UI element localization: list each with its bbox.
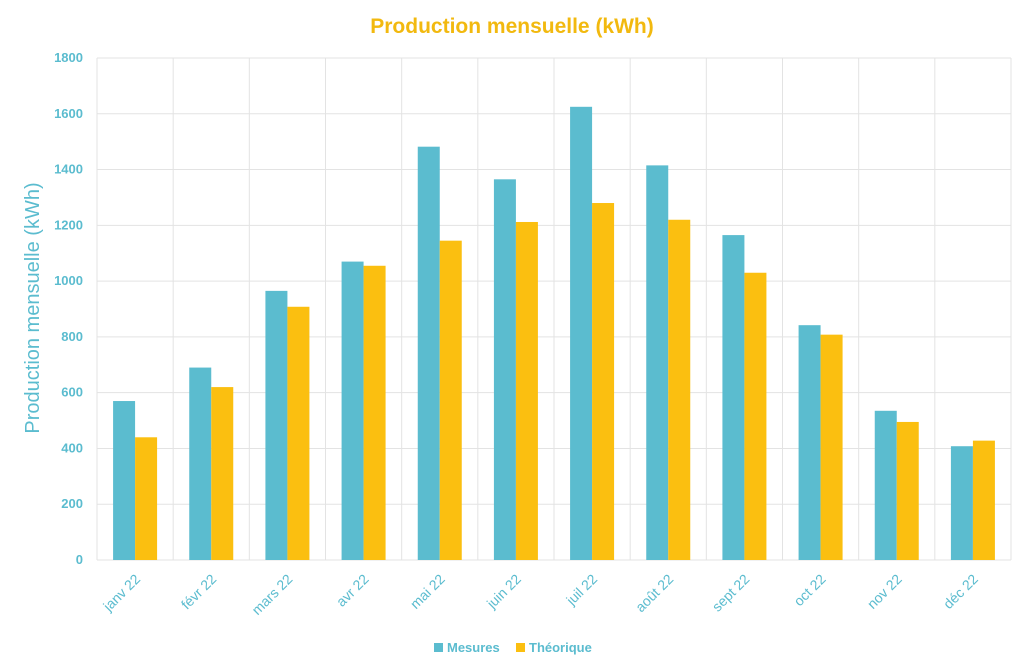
bar-theorique-10: [820, 334, 843, 560]
bar-mesures-4: [341, 261, 364, 560]
y-tick-label: 0: [76, 552, 83, 567]
x-tick-label: juil 22: [562, 571, 600, 609]
bar-theorique-1: [135, 437, 158, 560]
y-tick-label: 200: [61, 496, 83, 511]
x-axis-labels: janv 22 févr 22 mars 22 avr 22 mai 22 juin 22…: [99, 571, 981, 618]
y-tick-label: 400: [61, 440, 83, 455]
legend-swatch: [516, 643, 525, 652]
bar-theorique-5: [439, 240, 462, 560]
bar-theorique-2: [211, 387, 234, 560]
x-tick-label: janv 22: [99, 571, 143, 615]
y-axis-title: Production mensuelle (kWh): [22, 182, 44, 433]
bar-theorique-9: [744, 272, 767, 560]
x-tick-label: mai 22: [407, 571, 448, 612]
bar-mesures-2: [189, 367, 212, 560]
x-tick-label: août 22: [632, 571, 676, 615]
legend-item-theorique: Théorique: [516, 640, 592, 655]
y-tick-label: 1600: [54, 106, 83, 121]
y-tick-label: 800: [61, 329, 83, 344]
legend: Mesures Théorique: [434, 640, 592, 655]
bar-mesures-9: [722, 235, 745, 560]
x-tick-label: mars 22: [248, 571, 295, 618]
chart-title: Production mensuelle (kWh): [370, 15, 654, 38]
x-tick-label: févr 22: [178, 571, 220, 613]
y-tick-label: 1200: [54, 217, 83, 232]
bar-mesures-10: [798, 325, 821, 560]
bar-theorique-4: [363, 265, 386, 560]
x-tick-label: déc 22: [940, 571, 981, 612]
legend-label: Mesures: [447, 640, 500, 655]
bar-mesures-8: [646, 165, 669, 560]
y-tick-label: 1400: [54, 162, 83, 177]
y-tick-label: 1000: [54, 273, 83, 288]
x-tick-label: juin 22: [483, 571, 524, 612]
legend-label: Théorique: [529, 640, 592, 655]
bar-mesures-1: [113, 401, 136, 560]
bar-mesures-12: [950, 446, 973, 560]
bar-mesures-11: [874, 410, 897, 560]
bar-theorique-6: [515, 221, 538, 560]
legend-swatch: [434, 643, 443, 652]
x-tick-label: nov 22: [864, 571, 905, 612]
bar-mesures-6: [493, 179, 516, 561]
bar-mesures-3: [265, 290, 288, 560]
bar-theorique-12: [972, 440, 995, 560]
bar-theorique-7: [592, 203, 615, 560]
bar-theorique-11: [896, 421, 919, 560]
bar-mesures-5: [417, 146, 440, 561]
gridlines: [96, 57, 1012, 561]
y-tick-label: 1800: [54, 50, 83, 65]
legend-item-mesures: Mesures: [434, 640, 500, 655]
bar-theorique-8: [668, 219, 691, 560]
bar-theorique-3: [287, 306, 310, 560]
x-tick-label: sept 22: [709, 571, 753, 615]
y-tick-label: 600: [61, 385, 83, 400]
bar-mesures-7: [570, 106, 593, 561]
x-tick-label: avr 22: [333, 571, 372, 610]
x-tick-label: oct 22: [790, 571, 828, 609]
bars: [113, 106, 995, 561]
y-axis-ticks: 0 200 400 600 800 1000 1200 1400 1600 1800: [54, 50, 83, 567]
